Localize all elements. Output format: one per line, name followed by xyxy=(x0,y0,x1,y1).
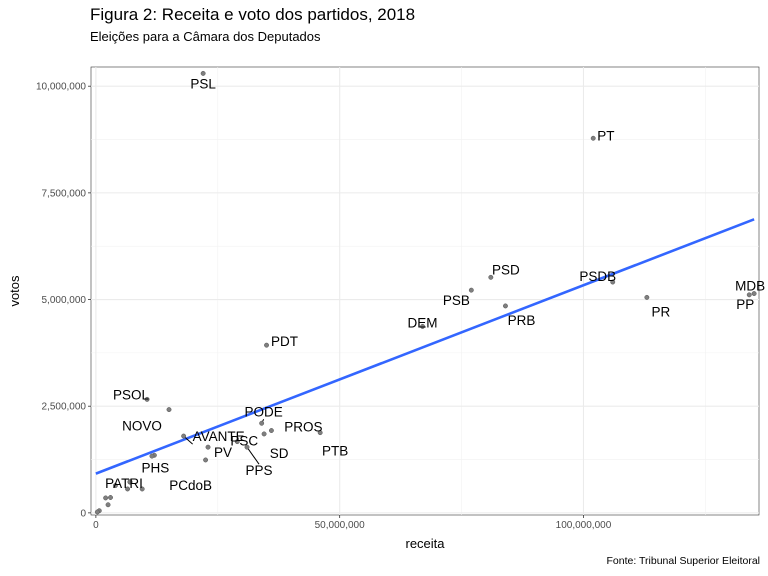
point-label: PSC xyxy=(230,434,258,449)
chart-subtitle: Eleições para a Câmara dos Deputados xyxy=(90,29,321,44)
point-label: PR xyxy=(651,304,670,319)
y-axis-title: votos xyxy=(7,275,22,307)
data-point xyxy=(203,457,209,463)
plot-panel xyxy=(90,66,760,516)
data-point xyxy=(149,453,155,459)
x-tick-label: 0 xyxy=(93,520,99,531)
data-point xyxy=(644,294,650,300)
chart-title: Figura 2: Receita e voto dos partidos, 2… xyxy=(90,5,416,24)
data-point xyxy=(112,483,118,489)
data-point xyxy=(234,439,240,445)
point-label: PPS xyxy=(246,463,273,478)
trend-layer xyxy=(95,218,755,475)
point-label: DEM xyxy=(408,315,438,330)
data-point xyxy=(205,444,211,450)
point-label: AVANTE xyxy=(193,429,245,444)
point-label: PATRI xyxy=(105,476,143,491)
data-point xyxy=(105,502,111,508)
point-label: PROS xyxy=(284,420,322,435)
x-axis-title: receita xyxy=(405,536,445,551)
data-point xyxy=(259,420,265,426)
x-tick-label: 100,000,000 xyxy=(556,520,612,531)
y-tick-label: 2,500,000 xyxy=(42,402,87,413)
data-point xyxy=(127,479,133,485)
data-point xyxy=(746,292,752,298)
data-point xyxy=(200,70,206,76)
point-label: PTB xyxy=(322,444,348,459)
y-axis-ticks: 0 2,500,000 5,000,000 7,500,000 10,000,000 xyxy=(36,82,91,519)
point-label: SD xyxy=(270,446,289,461)
data-point xyxy=(139,486,145,492)
point-label: PSDB xyxy=(579,269,616,284)
data-point xyxy=(125,486,131,492)
point-labels: PSL PT MDB PP PSDB PR PSD PSB PRB DEM PDT PSOL NOVO A… xyxy=(105,76,765,493)
data-point xyxy=(166,407,172,413)
data-point xyxy=(264,342,269,348)
data-point xyxy=(317,430,323,436)
point-label: PODE xyxy=(245,404,283,419)
y-tick-label: 0 xyxy=(80,508,86,519)
point-label: PSL xyxy=(190,76,216,91)
point-label: PRB xyxy=(508,313,536,328)
y-tick-label: 10,000,000 xyxy=(36,82,86,93)
data-point xyxy=(181,433,187,439)
point-label: PT xyxy=(597,128,614,143)
point-label: PDT xyxy=(271,334,298,349)
point-label: MDB xyxy=(735,279,765,294)
point-label: PSD xyxy=(492,262,520,277)
data-point xyxy=(108,495,113,500)
point-label: PHS xyxy=(142,460,170,475)
trend-line xyxy=(95,218,755,475)
y-tick-label: 5,000,000 xyxy=(42,295,87,306)
x-tick-label: 50,000,000 xyxy=(315,520,365,531)
data-point xyxy=(244,444,250,450)
point-label: PCdoB xyxy=(169,478,212,493)
minor-grid xyxy=(91,67,759,515)
data-points xyxy=(94,70,757,515)
point-label: PV xyxy=(214,445,232,460)
label-connector xyxy=(246,446,260,465)
data-point xyxy=(94,509,100,515)
data-point xyxy=(590,135,596,141)
data-point xyxy=(610,279,616,285)
data-point xyxy=(488,274,494,280)
point-label: PSOL xyxy=(113,387,150,402)
data-point xyxy=(503,303,508,309)
data-point xyxy=(268,428,274,433)
major-grid xyxy=(91,67,759,515)
point-label: NOVO xyxy=(122,419,162,434)
data-point xyxy=(420,323,426,329)
y-tick-label: 7,500,000 xyxy=(42,188,87,199)
point-label: PP xyxy=(736,297,754,312)
data-point xyxy=(144,396,150,402)
data-point xyxy=(261,431,267,437)
x-axis-ticks: 0 50,000,000 100,000,000 xyxy=(93,515,612,531)
chart-caption: Fonte: Tribunal Superior Eleitoral xyxy=(606,555,761,567)
data-point xyxy=(468,287,474,293)
data-point xyxy=(751,291,757,297)
point-label: PSB xyxy=(443,293,470,308)
data-point xyxy=(103,495,109,501)
